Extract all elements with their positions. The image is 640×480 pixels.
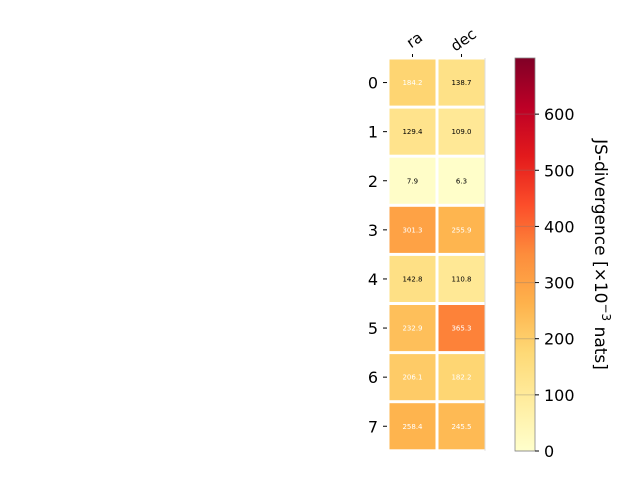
heatmap-cell [389, 354, 436, 401]
colorbar: 0 100 200 300 400 500 600 JS-divergence [×10−3… [514, 57, 613, 461]
cell-label: 184.2 [402, 79, 422, 87]
heatmap-cell [438, 157, 485, 204]
colorbar-tick-label: 100 [544, 386, 575, 405]
colorbar-tick-label: 0 [544, 442, 554, 461]
y-tick-label: 7 [368, 417, 378, 436]
x-tick-label: dec [447, 25, 479, 55]
heatmap-cell [389, 157, 436, 204]
cell-label: 129.4 [402, 128, 423, 136]
cell-label: 110.8 [451, 275, 471, 283]
y-tick-label: 3 [368, 221, 378, 240]
cell-label: 245.5 [451, 423, 471, 431]
heatmap-cell [389, 403, 436, 450]
cell-label: 182.2 [451, 374, 471, 382]
cell-label: 109.0 [451, 128, 471, 136]
heatmap-area: 184.2 138.7 129.4 109.0 7.9 6.3 301.3 255.9 142.… [389, 58, 486, 451]
colorbar-tick-label: 500 [544, 161, 575, 180]
y-tick-label: 0 [368, 74, 378, 93]
heatmap-cell [389, 255, 436, 302]
cell-label: 138.7 [451, 79, 471, 87]
y-axis: 0 1 2 3 4 5 6 7 [368, 74, 387, 436]
cell-label: 6.3 [456, 177, 467, 185]
x-tick-label: ra [403, 28, 426, 52]
heatmap-cell [389, 59, 436, 106]
colorbar-label-suffix: nats] [590, 321, 610, 370]
cell-label: 255.9 [451, 226, 471, 234]
colorbar-tick-label: 200 [544, 330, 575, 349]
y-tick-label: 5 [368, 319, 378, 338]
colorbar-gradient [514, 57, 536, 452]
y-tick-label: 4 [368, 270, 378, 289]
heatmap-cell [389, 305, 436, 352]
heatmap-cell [438, 403, 485, 450]
cell-label: 142.8 [402, 275, 422, 283]
colorbar-tick-label: 600 [544, 105, 575, 124]
colorbar-label: JS-divergence [×10−3 nats] [590, 138, 613, 370]
colorbar-label-prefix: JS-divergence [×10 [590, 138, 610, 303]
colorbar-tick-label: 400 [544, 217, 575, 236]
colorbar-ticks: 0 100 200 300 400 500 600 [535, 105, 575, 461]
y-tick-label: 1 [368, 123, 378, 142]
colorbar-label-exponent: −3 [599, 303, 613, 321]
heatmap-cell [389, 206, 436, 253]
heatmap-cell [438, 59, 485, 106]
heatmap-cell [438, 354, 485, 401]
y-tick-label: 2 [368, 172, 378, 191]
cell-label: 258.4 [402, 423, 423, 431]
heatmap-cell [438, 305, 485, 352]
colorbar-gridlines [515, 113, 535, 452]
colorbar-tick-label: 300 [544, 274, 575, 293]
heatmap-cell [438, 108, 485, 155]
cell-label: 206.1 [402, 374, 422, 382]
heatmap-cell [438, 206, 485, 253]
cell-label: 7.9 [407, 177, 418, 185]
y-tick-label: 6 [368, 368, 378, 387]
heatmap-cell [389, 108, 436, 155]
cell-label: 365.3 [451, 325, 471, 333]
cell-label: 232.9 [402, 325, 422, 333]
heatmap-cell [438, 255, 485, 302]
cell-label: 301.3 [402, 226, 422, 234]
x-axis: ra dec [403, 25, 480, 57]
